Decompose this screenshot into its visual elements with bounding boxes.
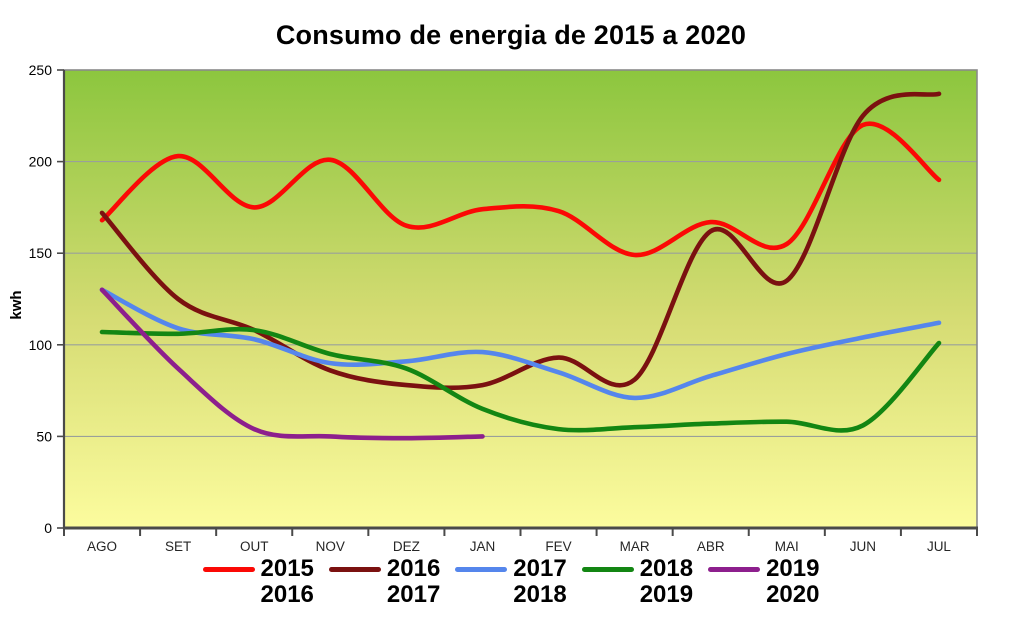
legend-item-2018-2019: 2018 2019 [581,556,693,608]
legend-label: 2017 2018 [513,556,566,608]
plot-area [64,70,977,528]
legend-label-line: 2017 [513,555,567,582]
series-line-2018-2019 [99,326,942,433]
y-tick-label-0: 0 [44,520,52,536]
legend-label-line: 2017 [386,581,441,608]
x-tick-label-ago: AGO [87,539,117,554]
series-line-2017-2018 [99,287,942,401]
series-line-2015-2016 [99,121,942,258]
y-tick-label-200: 200 [29,154,53,170]
y-tick-label-100: 100 [29,337,53,353]
x-tick-label-out: OUT [240,539,269,554]
legend-swatch-2019-2020 [708,567,761,572]
legend-item-2015-2016: 2015 2016 [202,556,314,608]
x-tick-label-jun: JUN [850,539,876,554]
x-tick-label-jan: JAN [470,539,496,554]
legend-item-2019-2020: 2019 2020 [708,556,819,608]
y-tick-label-150: 150 [29,245,53,261]
x-tick-label-nov: NOV [316,539,345,554]
series-line-2019-2020 [99,287,485,441]
legend-label: 2018 2019 [640,556,693,608]
chart-title: Consumo de energia de 2015 a 2020 [275,20,747,50]
legend-label-line: 2018 [513,581,567,608]
x-tick-label-set: SET [165,539,191,554]
legend-label: 2019 2020 [766,556,819,608]
x-tick-label-mar: MAR [620,539,650,554]
legend-item-2017-2018: 2017 2018 [455,556,567,608]
legend-swatch-2017-2018 [455,567,508,572]
legend-label-line: 2018 [639,555,694,582]
x-tick-label-dez: DEZ [393,539,420,554]
legend-label-line: 2016 [386,555,441,582]
legend-swatch-2018-2019 [581,567,634,572]
x-tick-label-fev: FEV [545,539,571,554]
chart-legend: 2015 2016 2016 2017 2017 2018 2018 2019 2019 2020 [0,556,1022,608]
x-tick-label-jul: JUL [927,539,951,554]
legend-label-line: 2016 [260,581,314,608]
x-tick-label-mai: MAI [775,539,799,554]
y-tick-label-50: 50 [36,428,52,444]
legend-label-line: 2015 [260,555,314,582]
legend-label-line: 2019 [639,581,694,608]
x-tick-label-abr: ABR [697,539,725,554]
legend-label: 2016 2017 [387,556,440,608]
legend-item-2016-2017: 2016 2017 [328,556,440,608]
legend-swatch-2016-2017 [328,567,381,572]
legend-swatch-2015-2016 [202,567,255,572]
legend-label: 2015 2016 [261,556,314,608]
legend-label-line: 2019 [766,555,820,582]
legend-label-line: 2020 [766,581,820,608]
y-tick-label-250: 250 [29,62,53,78]
